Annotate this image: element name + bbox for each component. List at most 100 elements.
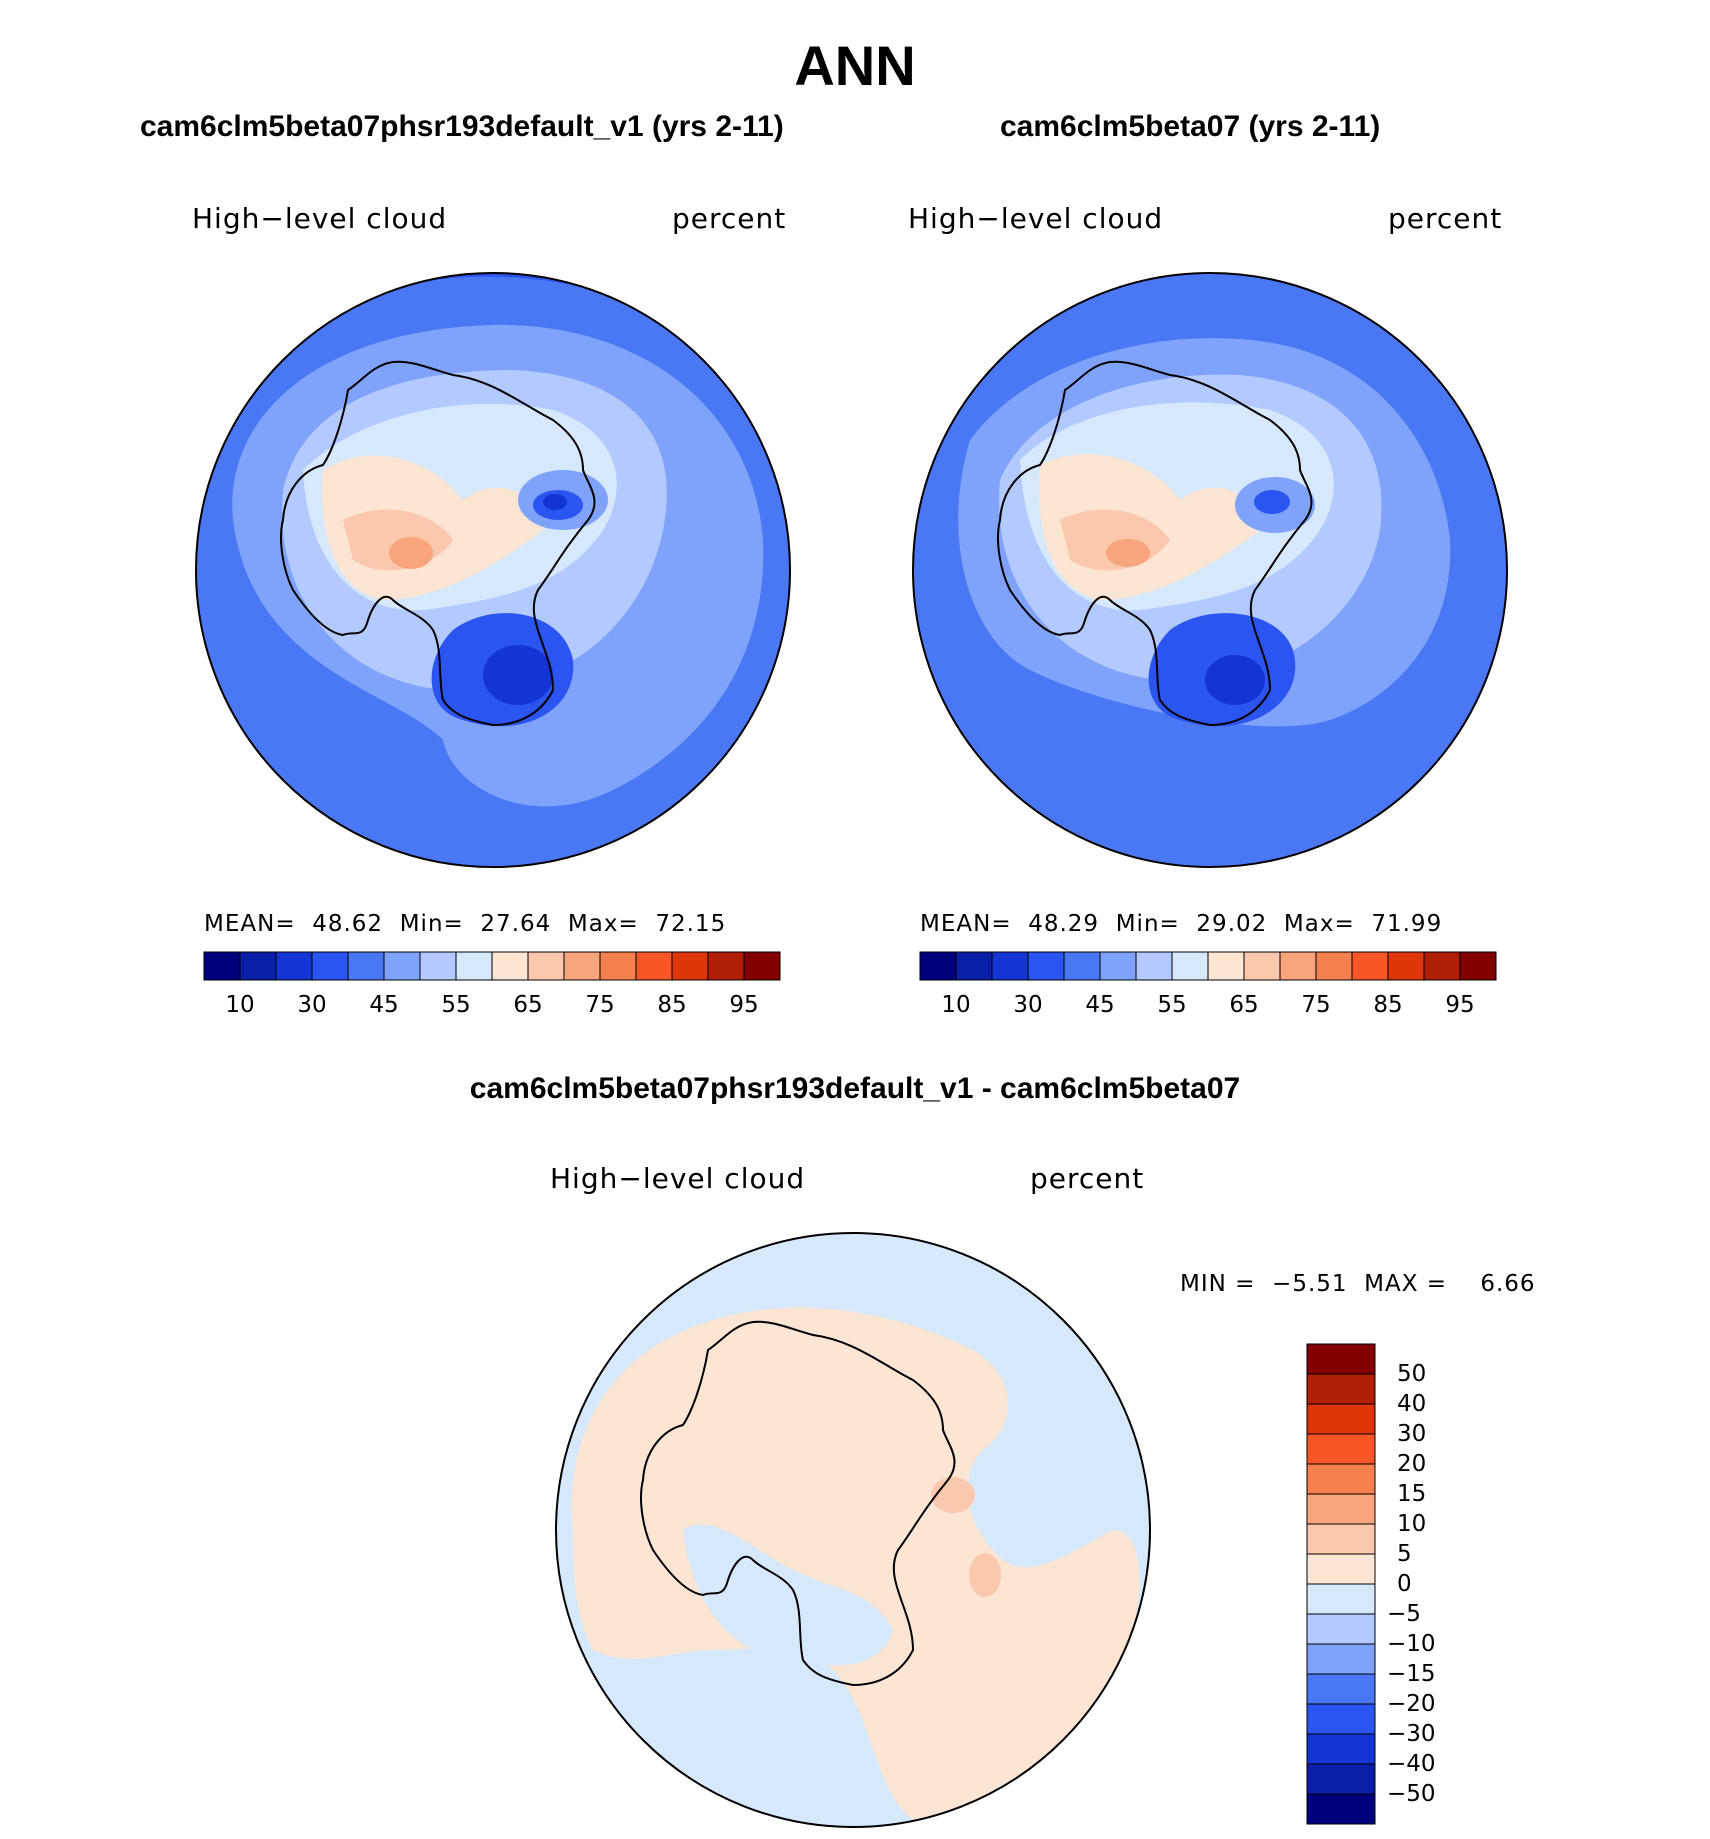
colorbar-tick-label: −40 [1387, 1751, 1436, 1777]
panel-2-colorbar [919, 951, 1497, 981]
colorbar-swatch [1099, 951, 1137, 981]
panel-2-field-contour [1205, 655, 1265, 705]
colorbar-swatch [1306, 1733, 1376, 1765]
mean-label: MEAN= [204, 911, 296, 937]
panel-1-colorbar [203, 951, 781, 981]
colorbar-tick-label: 95 [729, 992, 759, 1018]
colorbar-swatch [1243, 951, 1281, 981]
colorbar-swatch [1306, 1613, 1376, 1645]
colorbar-tick-label: 0 [1397, 1571, 1412, 1597]
figure-title: ANN [794, 34, 916, 97]
colorbar-swatch [1306, 1463, 1376, 1495]
colorbar-tick-label: 20 [1397, 1451, 1427, 1477]
mean-value: 48.62 [312, 911, 384, 937]
colorbar-swatch [991, 951, 1029, 981]
colorbar-swatch [1306, 1763, 1376, 1795]
colorbar-swatch [527, 951, 565, 981]
colorbar-tick-label: 65 [513, 992, 543, 1018]
colorbar-tick-label: 75 [585, 992, 615, 1018]
panel-1-units-label: percent [672, 202, 787, 235]
min-value: −5.51 [1272, 1271, 1348, 1297]
min-label: Min= [399, 911, 464, 937]
colorbar-tick-label: 10 [1397, 1511, 1427, 1537]
colorbar-swatch [1306, 1643, 1376, 1675]
colorbar-tick-label: 65 [1229, 992, 1259, 1018]
panel-1-title: cam6clm5beta07phsr193default_v1 (yrs 2-1… [140, 110, 784, 143]
panel-1-map-border [195, 272, 791, 868]
colorbar-tick-label: 55 [441, 992, 471, 1018]
panel-3-variable-label: High−level cloud [550, 1162, 806, 1195]
colorbar-swatch [347, 951, 385, 981]
colorbar-swatch [919, 951, 957, 981]
colorbar-tick-label: 30 [1397, 1421, 1427, 1447]
mean-label: MEAN= [920, 911, 1012, 937]
colorbar-swatch [1351, 951, 1389, 981]
colorbar-swatch [1306, 1523, 1376, 1555]
colorbar-tick-label: 15 [1397, 1481, 1427, 1507]
colorbar-swatch [1027, 951, 1065, 981]
max-label: Max= [1283, 911, 1355, 937]
min-label: Min= [1115, 911, 1180, 937]
colorbar-swatch [707, 951, 745, 981]
colorbar-tick-label: −30 [1387, 1721, 1436, 1747]
colorbar-tick-label: 5 [1397, 1541, 1412, 1567]
max-label: MAX = [1364, 1271, 1448, 1297]
colorbar-tick-label: 45 [369, 992, 399, 1018]
colorbar-swatch [599, 951, 637, 981]
panel-3-colorbar [1306, 1343, 1376, 1825]
colorbar-swatch [383, 951, 421, 981]
colorbar-swatch [955, 951, 993, 981]
colorbar-swatch [275, 951, 313, 981]
colorbar-swatch [1135, 951, 1173, 981]
colorbar-swatch [1207, 951, 1245, 981]
colorbar-swatch [1306, 1793, 1376, 1825]
panel-3-units-label: percent [1030, 1162, 1145, 1195]
max-value: 72.15 [655, 911, 727, 937]
colorbar-tick-label: −20 [1387, 1691, 1436, 1717]
colorbar-tick-label: 95 [1445, 992, 1475, 1018]
colorbar-tick-label: −15 [1387, 1661, 1436, 1687]
panel-2-title: cam6clm5beta07 (yrs 2-11) [1000, 110, 1381, 143]
colorbar-swatch [1306, 1493, 1376, 1525]
colorbar-tick-label: 45 [1085, 992, 1115, 1018]
colorbar-tick-label: 10 [941, 992, 971, 1018]
colorbar-tick-label: −10 [1387, 1631, 1436, 1657]
panel-2-colorbar-ticks: 10 30 45 55 65 75 85 95 [920, 992, 1496, 1022]
colorbar-swatch [1306, 1403, 1376, 1435]
panel-2-stats: MEAN= 48.29 Min= 29.02 Max= 71.99 [920, 910, 1442, 938]
colorbar-swatch [1387, 951, 1425, 981]
colorbar-swatch [203, 951, 241, 981]
max-value: 6.66 [1480, 1271, 1536, 1297]
colorbar-swatch [1171, 951, 1209, 981]
colorbar-swatch [635, 951, 673, 981]
panel-3-stats: MIN = −5.51 MAX = 6.66 [1180, 1270, 1536, 1298]
panel-3-field-contour [933, 1624, 1025, 1790]
panel-3-polar-map [555, 1232, 1151, 1828]
colorbar-tick-label: 50 [1397, 1361, 1427, 1387]
panel-2-coastline [997, 360, 1313, 727]
mean-value: 48.29 [1028, 911, 1100, 937]
colorbar-swatch [1306, 1343, 1376, 1375]
colorbar-swatch [1306, 1433, 1376, 1465]
colorbar-tick-label: −5 [1387, 1601, 1421, 1627]
colorbar-tick-label: 30 [297, 992, 327, 1018]
max-label: Max= [567, 911, 639, 937]
colorbar-tick-label: 40 [1397, 1391, 1427, 1417]
colorbar-tick-label: 30 [1013, 992, 1043, 1018]
colorbar-swatch [491, 951, 529, 981]
max-value: 71.99 [1371, 911, 1443, 937]
panel-1-colorbar-ticks: 10 30 45 55 65 75 85 95 [204, 992, 780, 1022]
panel-3-field-contour [683, 1524, 893, 1666]
panel-3-field-contour [969, 1553, 1001, 1597]
panel-1-field-contour [483, 645, 553, 705]
colorbar-swatch [671, 951, 709, 981]
colorbar-swatch [743, 951, 781, 981]
colorbar-swatch [419, 951, 457, 981]
min-value: 27.64 [480, 911, 552, 937]
colorbar-tick-label: 55 [1157, 992, 1187, 1018]
panel-3-field-contour [931, 1477, 975, 1513]
panel-2-variable-label: High−level cloud [908, 202, 1164, 235]
colorbar-swatch [1423, 951, 1461, 981]
panel-1-coastline [280, 360, 596, 727]
panel-3-map-border [555, 1232, 1151, 1828]
